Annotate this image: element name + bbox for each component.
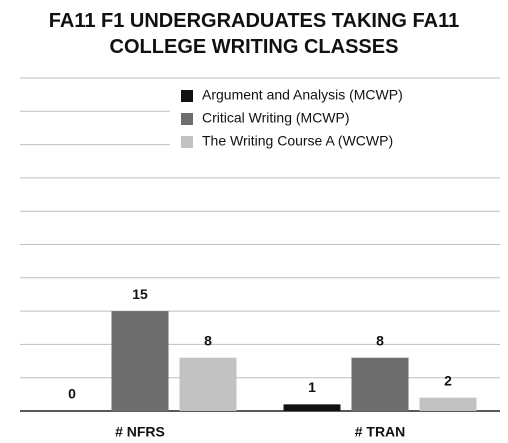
data-label: 0: [68, 386, 76, 402]
data-label: 2: [444, 372, 452, 388]
bar: [179, 357, 237, 411]
bar: [419, 397, 477, 411]
legend-label: Critical Writing (MCWP): [202, 110, 350, 126]
legend-label: The Writing Course A (WCWP): [202, 133, 393, 149]
bar: [283, 404, 341, 411]
legend-box: [170, 84, 506, 161]
data-label: 8: [376, 332, 384, 348]
data-label: 15: [132, 286, 148, 302]
legend-label: Argument and Analysis (MCWP): [202, 87, 403, 103]
chart-title: FA11 F1 UNDERGRADUATES TAKING FA11 COLLE…: [48, 10, 460, 58]
data-label: 1: [308, 379, 316, 395]
legend-swatch: [181, 136, 193, 148]
bar: [351, 357, 409, 411]
x-tick-label: # TRAN: [355, 424, 406, 440]
bar: [111, 311, 169, 411]
data-label: 8: [204, 332, 212, 348]
legend-swatch: [181, 113, 193, 125]
x-tick-label: # NFRS: [115, 424, 165, 440]
legend-swatch: [181, 90, 193, 102]
